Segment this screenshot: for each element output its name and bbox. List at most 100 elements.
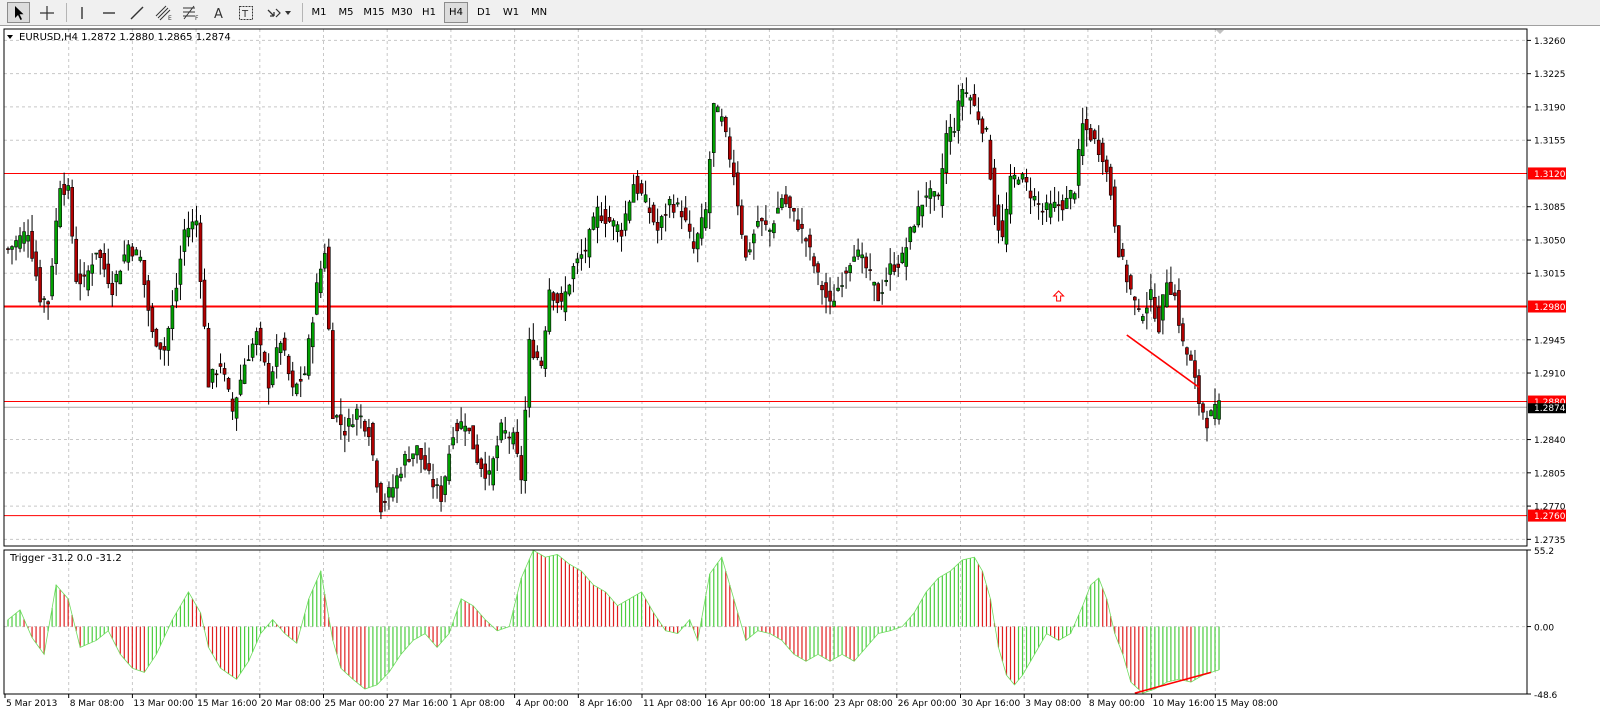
bearish-candle (62, 183, 66, 195)
bearish-candle (896, 263, 901, 268)
horizontal-levels[interactable] (4, 172, 1527, 517)
bullish-candle (952, 131, 957, 133)
price-tick-label: 1.3225 (1534, 70, 1566, 80)
timeframe-m15-button[interactable]: M15 (363, 7, 385, 18)
bearish-candle (1177, 290, 1181, 326)
bullish-candle (294, 383, 299, 395)
bearish-candle (1185, 347, 1189, 355)
chart-menu-triangle-icon[interactable] (7, 35, 13, 39)
bullish-candle (615, 224, 620, 233)
timeframe-w1-button[interactable]: W1 (502, 7, 520, 18)
timeframe-mn-button[interactable]: MN (530, 7, 548, 18)
bearish-candle (206, 327, 211, 388)
bullish-candle (940, 168, 945, 206)
time-tick-label: 8 Apr 16:00 (579, 699, 632, 709)
bearish-candle (214, 373, 219, 376)
bearish-candle (824, 282, 828, 298)
timeframe-d1-button[interactable]: D1 (476, 7, 492, 18)
bullish-candle (699, 217, 704, 239)
bullish-candle (503, 430, 508, 434)
bullish-candle (238, 379, 243, 395)
bullish-candle (904, 247, 909, 267)
bearish-candle (647, 207, 652, 214)
bullish-candle (1004, 208, 1009, 245)
trendline-tool-button[interactable] (126, 2, 148, 23)
bullish-candle (984, 127, 989, 130)
bearish-candle (142, 259, 147, 285)
fibonacci-tool-button[interactable]: F (180, 2, 202, 23)
bearish-candle (559, 292, 564, 302)
chart-window[interactable]: 1.3260 1.3225 1.3190 1.3155 1.3085 1.3050 1.30… (0, 26, 1600, 727)
up-arrow-icon[interactable] (1052, 290, 1065, 302)
current-price-tag (1528, 403, 1566, 414)
bullish-candle (166, 327, 171, 351)
bearish-candle (363, 420, 367, 432)
bullish-candle (920, 204, 925, 217)
time-tick-label: 15 May 08:00 (1216, 699, 1278, 709)
horizontal-line-tool-button[interactable] (98, 2, 120, 23)
timeframe-m5-button[interactable]: M5 (338, 7, 354, 18)
bullish-candle (14, 240, 18, 248)
bearish-candle (796, 219, 800, 230)
bearish-candle (1137, 308, 1141, 310)
vertical-line-tool-button[interactable] (71, 2, 93, 23)
bearish-candle (744, 235, 748, 258)
text-label-tool-button[interactable]: T (235, 2, 257, 23)
timeframe-h4-button[interactable]: H4 (444, 2, 468, 23)
crosshair-tool-button[interactable] (36, 2, 58, 23)
bullish-candle (242, 364, 247, 384)
bullish-candle (968, 97, 973, 101)
trigger-histogram (7, 549, 1220, 694)
price-trendline[interactable] (1126, 334, 1200, 388)
bearish-candle (736, 172, 740, 207)
price-tick-label: 1.2945 (1534, 336, 1566, 346)
time-tick-label: 16 Apr 00:00 (707, 699, 766, 709)
bullish-candle (318, 268, 323, 294)
bullish-candle (182, 229, 187, 252)
chart-annotations[interactable] (1052, 290, 1212, 694)
bullish-candle (908, 227, 913, 243)
bullish-candle (1076, 149, 1081, 186)
bullish-candle (278, 342, 283, 354)
bearish-candle (150, 307, 155, 333)
equidistant-channel-tool-button[interactable]: E (153, 2, 175, 23)
price-tick-label: 1.3155 (1534, 137, 1566, 147)
bullish-candle (306, 338, 311, 376)
bearish-candle (539, 360, 544, 366)
timeframe-h1-button[interactable]: H1 (422, 7, 436, 18)
bullish-candle (234, 397, 239, 419)
timeframe-m30-button[interactable]: M30 (391, 7, 413, 18)
bearish-candle (1096, 139, 1101, 156)
arrows-dropdown-icon (267, 8, 291, 17)
bearish-candle (1124, 264, 1129, 283)
text-tool-button[interactable]: A (208, 2, 230, 23)
bullish-candle (451, 437, 455, 446)
time-axis[interactable]: 5 Mar 2013 8 Mar 08:00 13 Mar 00:00 15 Mar … (4, 694, 1278, 709)
bearish-candle (1181, 323, 1185, 342)
bullish-candle (387, 487, 391, 498)
price-axis[interactable]: 1.3260 1.3225 1.3190 1.3155 1.3085 1.3050 1.30… (1527, 37, 1566, 546)
bullish-candle (351, 424, 355, 427)
bearish-candle (467, 427, 471, 432)
bullish-candle (1064, 197, 1069, 209)
bearish-candle (154, 328, 159, 347)
bullish-candle (1213, 404, 1217, 419)
timeframe-m1-button[interactable]: M1 (311, 7, 327, 18)
oscillator-trendline[interactable] (1134, 671, 1212, 694)
oscillator-pane-frame (3, 549, 1528, 695)
bearish-candle (515, 431, 520, 454)
bearish-candle (282, 337, 287, 351)
bearish-candle (1092, 130, 1097, 140)
bullish-candle (780, 198, 784, 208)
bearish-candle (258, 327, 263, 346)
bearish-candle (868, 269, 872, 271)
time-tick-label: 8 May 00:00 (1089, 699, 1145, 709)
bullish-candle (1020, 173, 1025, 180)
bearish-candle (1193, 360, 1197, 378)
bearish-candle (732, 162, 736, 178)
arrows-tool-button[interactable] (264, 2, 294, 23)
bearish-candle (130, 246, 135, 257)
bullish-candle (631, 184, 636, 203)
bullish-candle (1161, 294, 1165, 321)
cursor-tool-button[interactable] (7, 2, 30, 23)
